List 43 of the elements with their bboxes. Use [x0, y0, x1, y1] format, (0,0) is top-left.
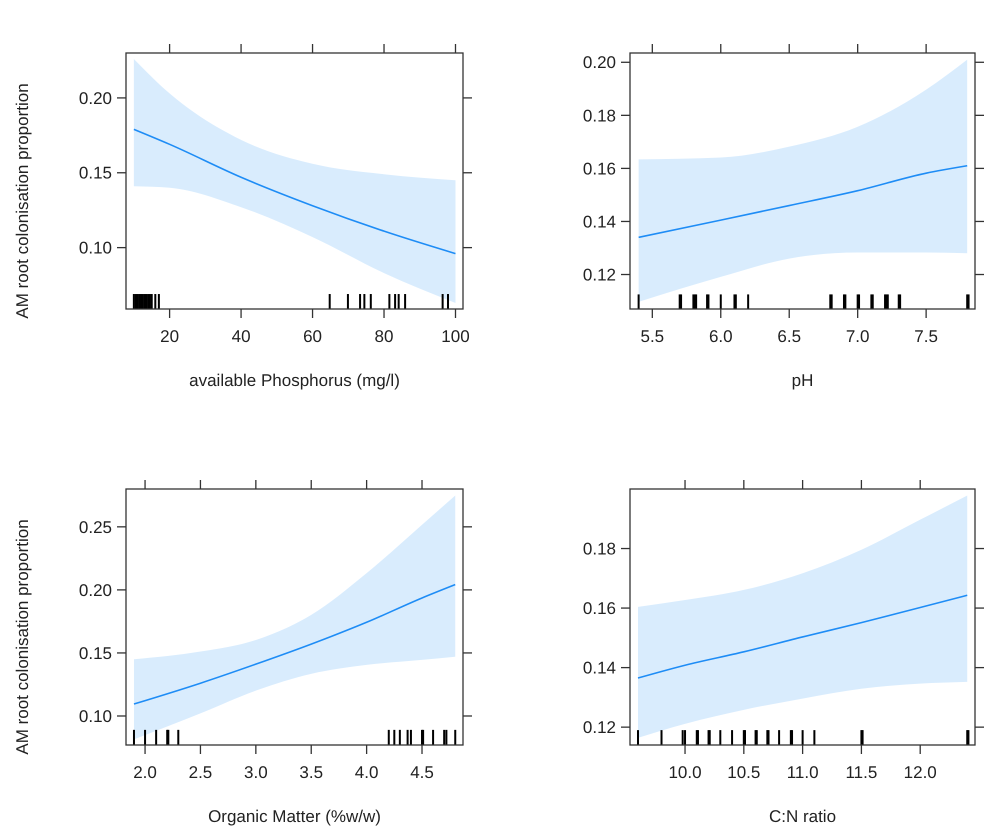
- y-axis-title: AM root colonisation proportion: [13, 519, 32, 755]
- y-tick-label: 0.20: [78, 580, 112, 600]
- y-tick-label: 0.14: [582, 212, 616, 232]
- x-tick-label: 20: [160, 327, 180, 346]
- y-tick-label: 0.18: [582, 539, 616, 558]
- x-tick-label: 11.0: [786, 763, 819, 782]
- y-axis-title: AM root colonisation proportion: [13, 83, 32, 319]
- y-tick-label: 0.16: [582, 159, 616, 178]
- x-axis-title: available Phosphorus (mg/l): [189, 371, 400, 390]
- x-tick-label: 60: [303, 327, 322, 346]
- y-tick-label: 0.10: [78, 706, 112, 726]
- x-tick-label: 40: [232, 327, 251, 346]
- x-tick-label: 3.5: [299, 763, 324, 782]
- y-tick-label: 0.15: [78, 164, 112, 183]
- x-tick-label: 10.5: [727, 763, 760, 782]
- y-tick-label: 0.16: [582, 599, 616, 618]
- x-tick-label: 80: [374, 327, 394, 346]
- x-tick-label: 7.5: [914, 327, 938, 346]
- x-tick-label: 10.0: [668, 763, 702, 782]
- x-axis-title: C:N ratio: [768, 807, 836, 826]
- y-tick-label: 0.15: [78, 644, 112, 663]
- y-tick-label: 0.20: [78, 88, 112, 108]
- x-tick-label: 4.0: [354, 763, 378, 782]
- x-axis-title: Organic Matter (%w/w): [208, 807, 381, 826]
- y-tick-label: 0.12: [582, 718, 616, 738]
- x-tick-label: 3.0: [244, 763, 268, 782]
- y-tick-label: 0.18: [582, 106, 616, 126]
- x-tick-label: 6.5: [777, 327, 802, 346]
- x-tick-label: 6.0: [708, 327, 733, 346]
- y-tick-label: 0.25: [78, 518, 112, 537]
- x-tick-label: 11.5: [845, 763, 878, 782]
- y-tick-label: 0.10: [78, 238, 112, 258]
- x-tick-label: 4.5: [410, 763, 434, 782]
- x-axis-title: pH: [792, 371, 814, 390]
- x-tick-label: 12.0: [904, 763, 937, 782]
- y-tick-label: 0.14: [582, 658, 616, 678]
- y-tick-label: 0.12: [582, 265, 616, 284]
- x-tick-label: 7.0: [846, 327, 870, 346]
- x-tick-label: 2.5: [188, 763, 212, 782]
- x-tick-label: 5.5: [640, 327, 664, 346]
- x-tick-label: 2.0: [133, 763, 157, 782]
- x-tick-label: 100: [441, 327, 470, 346]
- y-tick-label: 0.20: [582, 53, 616, 72]
